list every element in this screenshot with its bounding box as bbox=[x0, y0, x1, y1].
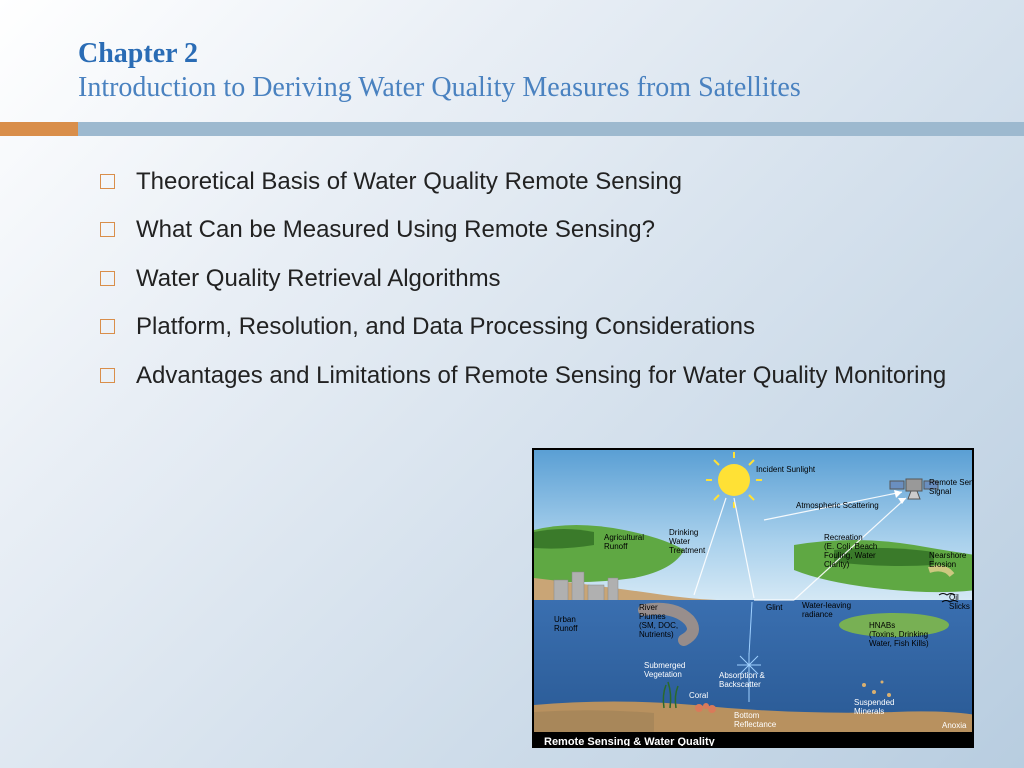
bullet-list: Theoretical Basis of Water Quality Remot… bbox=[100, 166, 964, 392]
chapter-label: Chapter 2 bbox=[78, 38, 1024, 70]
label-anoxia: Anoxia bbox=[942, 721, 967, 730]
list-item: What Can be Measured Using Remote Sensin… bbox=[100, 214, 964, 246]
label-urban-runoff: UrbanRunoff bbox=[554, 615, 578, 633]
diagram-title: Remote Sensing & Water Quality bbox=[544, 736, 716, 748]
label-glint: Glint bbox=[766, 603, 783, 612]
label-submerged-veg: SubmergedVegetation bbox=[644, 661, 685, 679]
list-item: Advantages and Limitations of Remote Sen… bbox=[100, 360, 964, 392]
list-item: Theoretical Basis of Water Quality Remot… bbox=[100, 166, 964, 198]
accent-orange-block bbox=[0, 122, 78, 136]
label-incident-sunlight: Incident Sunlight bbox=[756, 465, 816, 474]
label-coral: Coral bbox=[689, 691, 708, 700]
remote-sensing-diagram: Incident Sunlight Atmospheric Scattering… bbox=[532, 448, 974, 748]
list-item: Water Quality Retrieval Algorithms bbox=[100, 263, 964, 295]
accent-blue-block bbox=[78, 122, 1024, 136]
diagram-svg: Incident Sunlight Atmospheric Scattering… bbox=[534, 450, 974, 748]
list-item: Platform, Resolution, and Data Processin… bbox=[100, 311, 964, 343]
content-area: Theoretical Basis of Water Quality Remot… bbox=[0, 136, 1024, 392]
label-absorption: Absorption &Backscatter bbox=[719, 671, 765, 689]
label-atmospheric-scattering: Atmospheric Scattering bbox=[796, 501, 879, 510]
accent-bar bbox=[0, 122, 1024, 136]
chapter-title: Introduction to Deriving Water Quality M… bbox=[78, 72, 1024, 104]
